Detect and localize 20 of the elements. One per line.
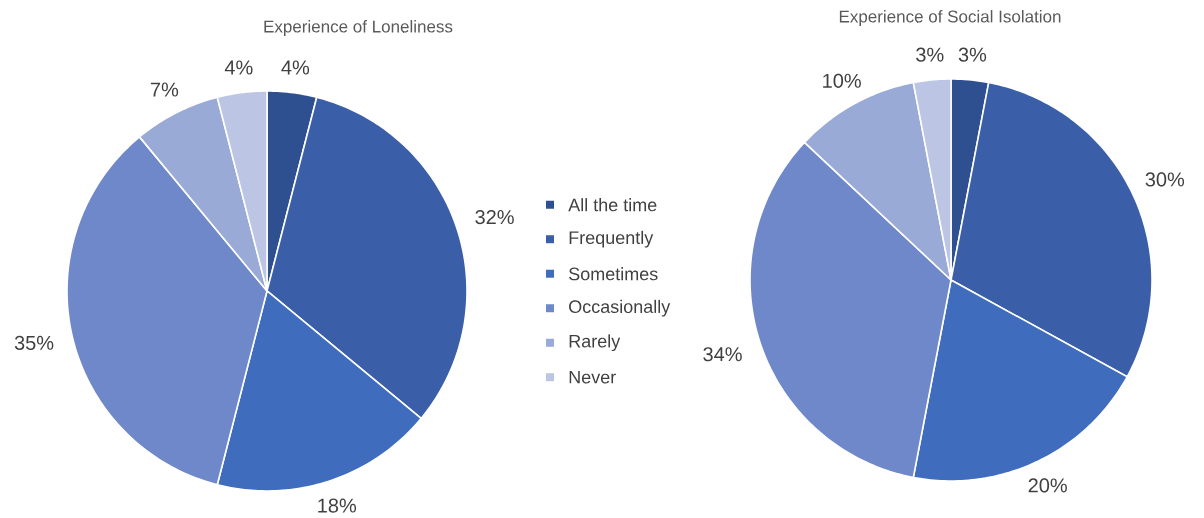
legend-label: Rarely <box>569 334 621 352</box>
data-label: 34% <box>703 347 742 362</box>
data-label: 30% <box>1145 172 1185 187</box>
legend-label: Sometimes <box>569 267 658 281</box>
data-label: 35% <box>14 335 54 350</box>
data-label: 7% <box>150 82 179 97</box>
data-label: 10% <box>823 73 861 88</box>
legend-label: All the time <box>568 198 657 212</box>
legend-label: Frequently <box>569 230 654 248</box>
data-label: 20% <box>1028 478 1067 493</box>
legend-label: Occasionally <box>569 299 671 317</box>
chart-title: Experience of Social Isolation <box>839 10 1061 26</box>
data-label: 3% <box>916 47 944 62</box>
data-label: 32% <box>475 209 514 225</box>
data-label: 3% <box>958 47 987 62</box>
data-label: 18% <box>318 498 357 513</box>
chart-title: Experience of Loneliness <box>264 20 453 36</box>
data-label: 4% <box>224 60 253 75</box>
data-label: 4% <box>281 60 310 75</box>
legend-label: Never <box>569 370 616 384</box>
